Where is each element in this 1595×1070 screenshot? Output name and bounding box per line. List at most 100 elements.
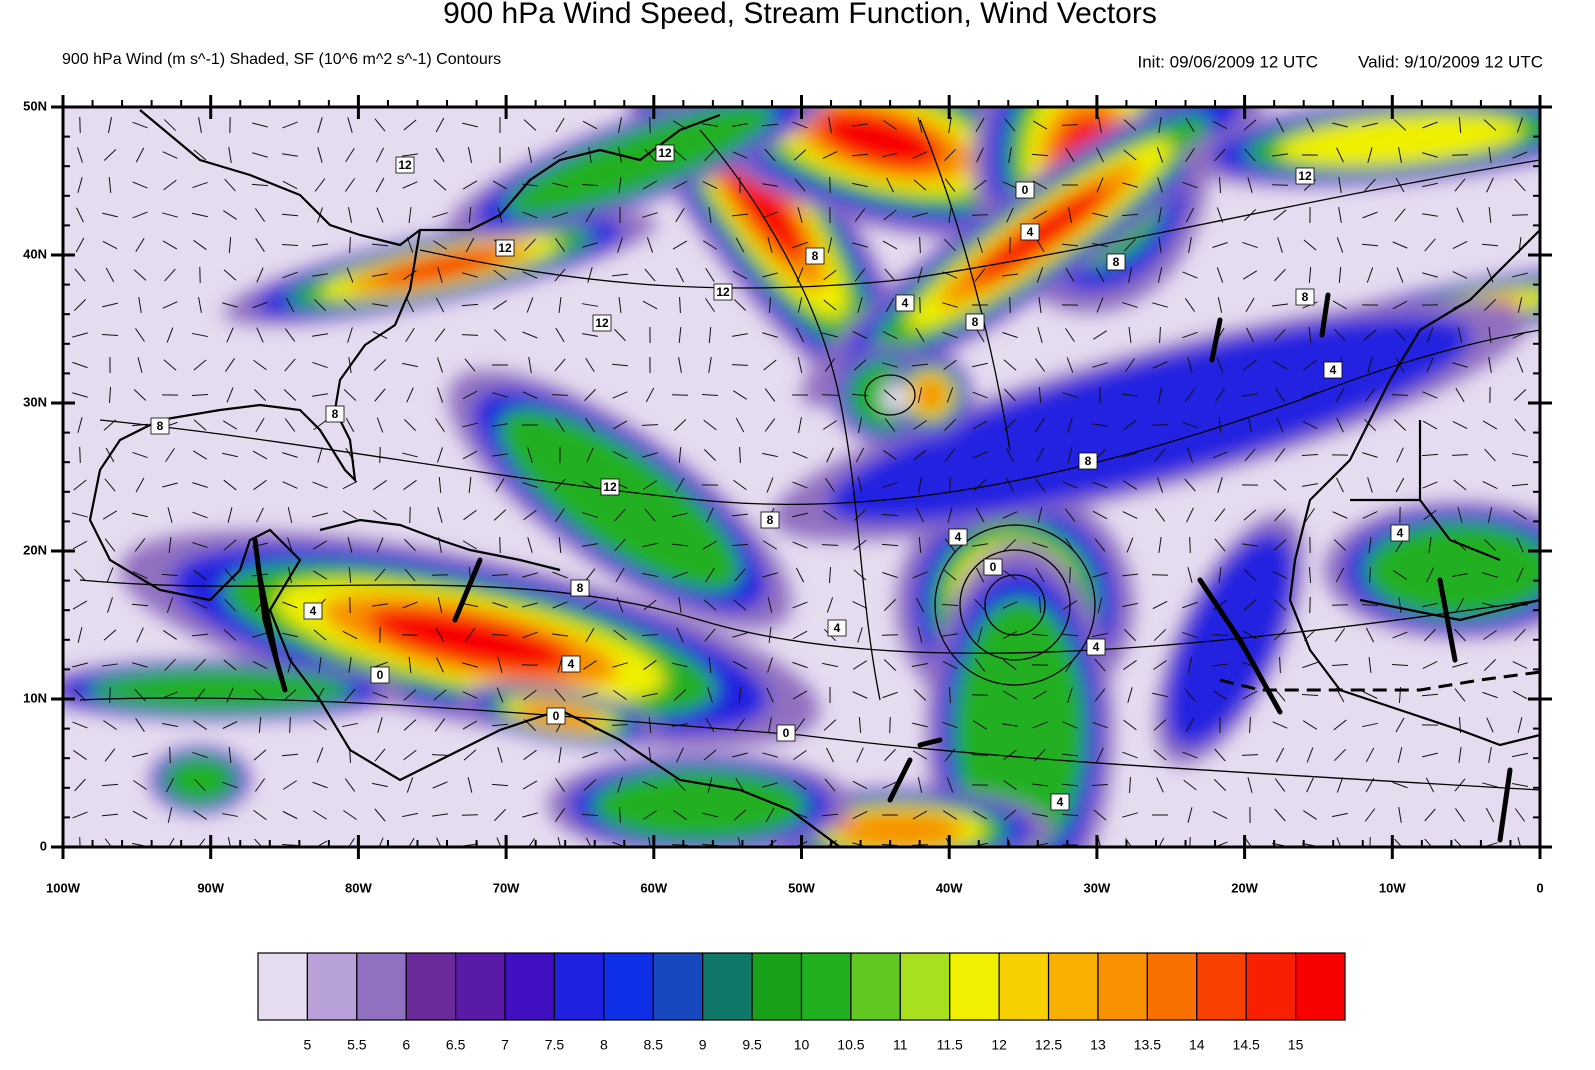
wind-barb [1243,119,1257,131]
wind-barb [584,388,596,402]
wind-barb [192,601,208,609]
wind-barb [1035,418,1045,432]
wind-barb [347,117,353,133]
wind-barb [1154,448,1166,462]
wind-barb [1334,328,1346,342]
wind-barb [433,179,447,191]
wind-barb [1156,777,1164,793]
wind-barb [1488,357,1492,373]
axes: 100W 90W 80W 70W 60W 50W 40W 30W 20W 10W 0 0 10N 20N 3… [23,95,1552,895]
wind-barb [917,627,923,643]
wind-barb [1067,447,1073,463]
wind-barb [555,117,565,133]
wind-barb [101,813,119,817]
contour-label: 12 [603,480,617,494]
wind-barb [1272,360,1288,370]
wind-barb [1425,777,1435,793]
wind-barb [972,543,988,547]
wind-barb [731,543,749,547]
wind-barb [702,540,718,550]
wind-barb [1092,510,1108,520]
wind-barb [582,751,598,759]
wind-barb [1364,418,1376,432]
wind-barb [614,328,626,342]
wind-barb [74,568,86,582]
wind-barb [555,327,565,343]
wind-barb [289,716,291,734]
wind-barb [1392,781,1408,789]
wind-barb [1067,687,1073,703]
wind-barb [825,747,835,763]
wind-barb [947,507,953,523]
wind-barb [1123,149,1137,161]
wind-barb [552,601,568,609]
wind-barb [1034,358,1046,372]
colorbar-label: 9.5 [742,1037,762,1053]
wind-barb [732,333,748,337]
wind-barb [672,240,688,250]
wind-barb [376,537,384,553]
wind-barb [252,450,268,460]
wind-barb [1455,808,1465,822]
wind-barb [192,542,208,548]
wind-barb [132,181,148,189]
wind-barb [373,480,387,490]
wind-barb [708,357,712,373]
wind-barb [1366,267,1374,283]
wind-barb [732,122,748,128]
wind-barb [1394,208,1406,222]
wind-barb [1123,419,1137,431]
wind-barb [1159,326,1161,344]
wind-barb [1065,328,1075,342]
wind-barb [882,691,898,699]
init-time: Init: 09/06/2009 12 UTC [1137,52,1318,71]
wind-barb [679,296,681,314]
wind-barb [1308,326,1312,344]
wind-barb [555,418,565,432]
wind-barb [1274,388,1286,402]
wind-barb [228,147,232,163]
wind-barb [583,779,597,791]
wind-barb [1187,807,1193,823]
wind-barb [312,273,328,277]
wind-barb [1481,243,1499,247]
wind-barb [703,599,717,611]
wind-barb [792,512,808,518]
wind-barb [889,716,891,734]
wind-barb [523,119,537,131]
wind-barb [762,752,778,758]
wind-barb [1422,272,1438,278]
wind-barb [642,452,658,458]
wind-barb [1152,361,1168,369]
contour-label-box [150,417,170,435]
wind-barb [975,117,985,133]
wind-barb [1422,152,1438,158]
wind-barb [1188,237,1192,253]
wind-barb [1364,808,1376,822]
wind-barb [222,420,238,430]
wind-barb [347,327,353,343]
wind-barb [704,148,716,162]
wind-barb [1273,479,1287,491]
wind-barb [225,358,235,372]
wind-barb [1424,628,1436,642]
wind-shade [498,408,742,592]
wind-barb [1364,388,1376,402]
wind-barb [103,720,117,730]
wind-barb [858,716,862,734]
wind-barb [462,602,478,608]
wind-barb [1127,687,1133,703]
contour-label: 4 [955,530,962,544]
colorbar-box [306,952,358,1021]
wind-barb [582,692,598,698]
wind-barb [1484,448,1496,462]
wind-barb [135,477,145,493]
wind-barb [73,299,87,311]
wind-barb [72,361,88,369]
wind-barb [402,452,418,458]
wind-barb [852,601,868,609]
wind-barb [224,598,236,612]
wind-barb [1422,213,1438,217]
wind-barb [1488,747,1492,763]
